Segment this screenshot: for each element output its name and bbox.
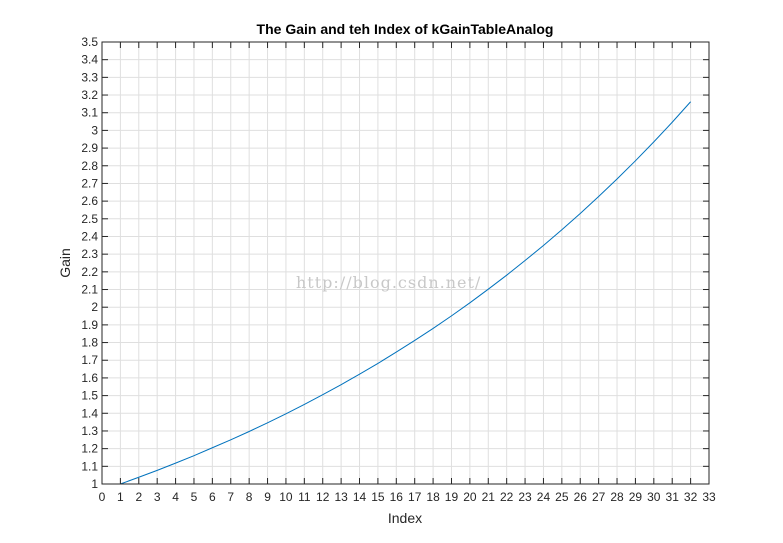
y-tick-label: 1.3 [81,424,98,438]
x-tick-label: 4 [172,490,179,504]
y-tick-label: 2.2 [81,265,98,279]
x-tick-label: 24 [537,490,551,504]
x-tick-label: 18 [426,490,440,504]
x-tick-label: 17 [408,490,422,504]
chart-title: The Gain and teh Index of kGainTableAnal… [257,21,554,37]
x-tick-label: 31 [666,490,680,504]
x-tick-label: 12 [316,490,330,504]
y-tick-label: 3.1 [81,106,98,120]
axes: 0 1 2 3 4 5 6 7 8 9 10 11 12 13 14 15 16 17 18 19 20 21 22 23 24… [81,35,716,504]
y-tick-label: 2 [91,300,98,314]
y-axis-title: Gain [57,248,73,278]
x-tick-label: 28 [610,490,624,504]
x-tick-label: 20 [463,490,477,504]
y-tick-label: 1 [91,477,98,491]
x-tick-label: 0 [99,490,106,504]
x-tick-label: 22 [500,490,514,504]
x-tick-label: 23 [518,490,532,504]
x-tick-label: 19 [445,490,459,504]
x-tick-label: 16 [390,490,404,504]
y-tick-label: 1.5 [81,389,98,403]
y-tick-label: 2.4 [81,229,98,243]
x-axis-title: Index [388,510,422,526]
x-tick-label: 2 [135,490,142,504]
y-tick-label: 2.7 [81,176,98,190]
x-tick-label: 29 [629,490,643,504]
x-tick-label: 14 [353,490,367,504]
y-tick-label: 2.1 [81,283,98,297]
x-tick-label: 26 [574,490,588,504]
x-tick-label: 13 [334,490,348,504]
x-tick-label: 3 [154,490,161,504]
watermark-text: http://blog.csdn.net/ [296,273,481,292]
y-tick-label: 1.2 [81,442,98,456]
y-tick-label: 1.7 [81,353,98,367]
y-tick-label: 1.9 [81,318,98,332]
x-tick-label: 15 [371,490,385,504]
plot-box [101,41,710,485]
y-tick-label: 2.3 [81,247,98,261]
y-tick-label: 2.8 [81,159,98,173]
x-tick-label: 10 [279,490,293,504]
x-tick-label: 25 [555,490,569,504]
grid [101,41,710,485]
x-tick-label: 9 [264,490,271,504]
y-tick-label: 2.5 [81,212,98,226]
series-layer [120,101,691,485]
x-tick-label: 21 [482,490,496,504]
x-tick-label: 33 [702,490,716,504]
y-tick-label: 3.4 [81,53,98,67]
x-tick-label: 1 [117,490,124,504]
y-tick-label: 1.4 [81,406,98,420]
x-tick-label: 7 [227,490,234,504]
y-tick-label: 2.9 [81,141,98,155]
y-tick-label: 1.6 [81,371,98,385]
x-tick-label: 32 [684,490,698,504]
x-tick-label: 5 [191,490,198,504]
y-tick-label: 3.3 [81,70,98,84]
x-tick-label: 6 [209,490,216,504]
y-tick-label: 3 [91,123,98,137]
y-tick-label: 1.1 [81,459,98,473]
x-tick-label: 11 [298,490,311,504]
y-tick-label: 3.5 [81,35,98,49]
y-tick-label: 1.8 [81,336,98,350]
x-tick-label: 27 [592,490,606,504]
gain-series-line [120,101,691,485]
x-tick-label: 30 [647,490,661,504]
y-tick-label: 2.6 [81,194,98,208]
x-tick-label: 8 [246,490,253,504]
y-tick-label: 3.2 [81,88,98,102]
